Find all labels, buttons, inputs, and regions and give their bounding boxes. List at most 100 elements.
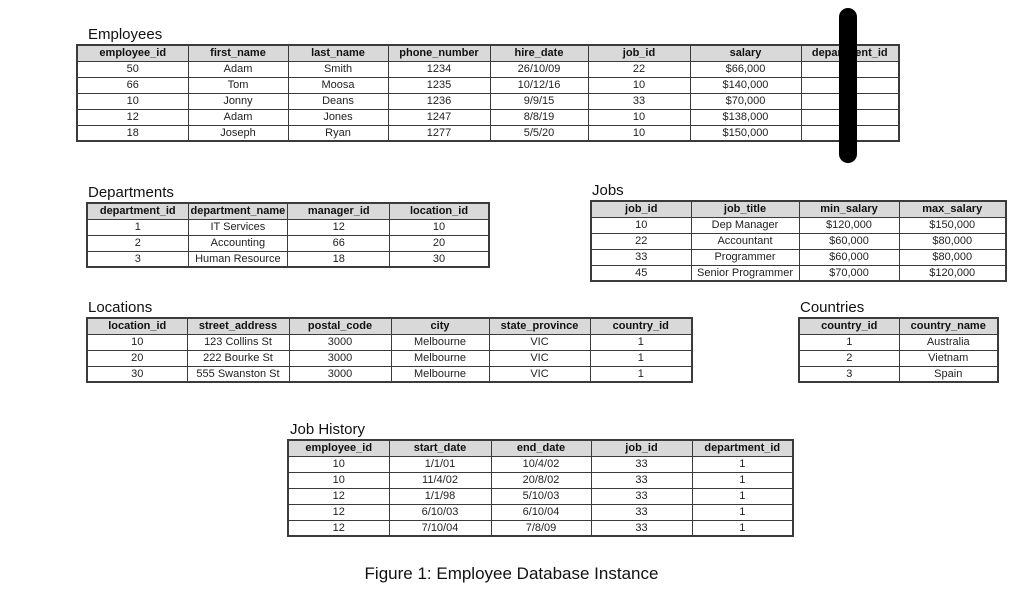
- table-cell: 26/10/09: [489, 60, 589, 78]
- table-row: 33 Programmer $60,000 $80,000: [590, 248, 1007, 266]
- table-cell: 1234: [387, 60, 491, 78]
- column-header: country_id: [798, 317, 900, 335]
- table-row: 30 555 Swanston St 3000 Melbourne VIC 1: [86, 365, 693, 383]
- table-cell: VIC: [488, 365, 591, 383]
- table-cell: 1: [691, 471, 794, 489]
- column-header: postal_code: [288, 317, 392, 335]
- table-cell: 1: [798, 333, 900, 351]
- table-cell: 5/5/20: [489, 124, 589, 142]
- column-header: end_date: [490, 439, 592, 457]
- table-cell: Human Resource: [187, 250, 289, 268]
- countries-table-title: Countries: [800, 299, 865, 316]
- column-header: job_id: [590, 200, 692, 218]
- table-row: 18 Joseph Ryan 1277 5/5/20 10 $150,000: [76, 124, 900, 142]
- column-header: country_name: [898, 317, 999, 335]
- table-cell: 22: [587, 60, 691, 78]
- table-cell: 10: [287, 471, 390, 489]
- table-cell: 18: [76, 124, 189, 142]
- table-cell: 10: [86, 333, 188, 351]
- table-cell: Programmer: [690, 248, 800, 266]
- table-cell: $138,000: [689, 108, 802, 126]
- column-header: start_date: [388, 439, 492, 457]
- table-cell: Tom: [187, 76, 289, 94]
- table-cell: 7/8/09: [490, 519, 592, 537]
- table-row: 66 Tom Moosa 1235 10/12/16 10 $140,000: [76, 76, 900, 94]
- table-cell: VIC: [488, 349, 591, 367]
- table-cell: 12: [287, 218, 391, 236]
- column-header: job_id: [590, 439, 693, 457]
- table-cell: Deans: [287, 92, 389, 110]
- header-row: employee_id start_date end_date job_id depar…: [287, 439, 794, 457]
- table-row: 10 Dep Manager $120,000 $150,000: [590, 216, 1007, 234]
- column-header: salary: [689, 44, 802, 62]
- table-cell: 10: [587, 76, 691, 94]
- column-header: location_id: [389, 202, 490, 220]
- table-row: 12 Adam Jones 1247 8/8/19 10 $138,000: [76, 108, 900, 126]
- table-row: 12 6/10/03 6/10/04 33 1: [287, 503, 794, 521]
- job-history-table-block: Job History employee_id start_date end_dat…: [287, 422, 794, 537]
- redaction-mark: [839, 8, 857, 163]
- table-row: 3 Spain: [798, 365, 999, 383]
- header-row: job_id job_title min_salary max_salary: [590, 200, 1007, 218]
- table-cell: Spain: [898, 365, 999, 383]
- table-cell: Adam: [187, 108, 289, 126]
- jobs-table-title: Jobs: [592, 182, 624, 199]
- table-row: 3 Human Resource 18 30: [86, 250, 490, 268]
- table-cell: 33: [590, 487, 693, 505]
- table-cell: 2: [86, 234, 189, 252]
- header-row: employee_id first_name last_name phone_numb…: [76, 44, 900, 62]
- column-header: employee_id: [287, 439, 390, 457]
- table-cell: 45: [590, 264, 692, 282]
- table-cell: 3000: [288, 349, 392, 367]
- table-cell: 10: [287, 455, 390, 473]
- table-cell: 10/12/16: [489, 76, 589, 94]
- table-cell: Accounting: [187, 234, 289, 252]
- table-cell: 1247: [387, 108, 491, 126]
- table-cell: 3000: [288, 333, 392, 351]
- job-history-table-title: Job History: [290, 421, 366, 438]
- table-cell: 3000: [288, 365, 392, 383]
- table-cell: 10/4/02: [490, 455, 592, 473]
- column-header: department_id: [691, 439, 794, 457]
- column-header: street_address: [186, 317, 290, 335]
- table-cell: 66: [76, 76, 189, 94]
- column-header: department_name: [187, 202, 289, 220]
- table-cell: Ryan: [287, 124, 389, 142]
- job-history-table: employee_id start_date end_date job_id depar…: [287, 439, 794, 537]
- table-cell: 1236: [387, 92, 491, 110]
- column-header: city: [390, 317, 490, 335]
- table-cell: 1/1/98: [388, 487, 492, 505]
- table-cell: 12: [287, 487, 390, 505]
- table-row: 12 1/1/98 5/10/03 33 1: [287, 487, 794, 505]
- countries-table: country_id country_name 1 Australia 2 Vietnam…: [798, 317, 999, 383]
- locations-table-block: Locations location_id street_address posta…: [86, 300, 693, 383]
- header-row: location_id street_address postal_code city…: [86, 317, 693, 335]
- locations-table: location_id street_address postal_code city…: [86, 317, 693, 383]
- table-cell: 1/1/01: [388, 455, 492, 473]
- table-cell: 33: [590, 471, 693, 489]
- table-cell: Dep Manager: [690, 216, 800, 234]
- table-cell: $80,000: [898, 248, 1007, 266]
- table-cell: Senior Programmer: [690, 264, 800, 282]
- header-row: country_id country_name: [798, 317, 999, 335]
- column-header: min_salary: [798, 200, 900, 218]
- table-cell: Jones: [287, 108, 389, 126]
- table-cell: Smith: [287, 60, 389, 78]
- table-cell: 33: [590, 455, 693, 473]
- table-cell: $60,000: [798, 232, 900, 250]
- table-cell: $120,000: [798, 216, 900, 234]
- table-cell: 3: [86, 250, 189, 268]
- table-cell: 33: [590, 503, 693, 521]
- table-cell: $70,000: [798, 264, 900, 282]
- table-cell: $150,000: [898, 216, 1007, 234]
- table-cell: $120,000: [898, 264, 1007, 282]
- column-header: last_name: [287, 44, 389, 62]
- table-cell: 123 Collins St: [186, 333, 290, 351]
- table-cell: 50: [76, 60, 189, 78]
- column-header: employee_id: [76, 44, 189, 62]
- table-cell: 10: [590, 216, 692, 234]
- table-row: 22 Accountant $60,000 $80,000: [590, 232, 1007, 250]
- table-cell: 1: [86, 218, 189, 236]
- table-row: 1 IT Services 12 10: [86, 218, 490, 236]
- table-cell: 1: [589, 333, 693, 351]
